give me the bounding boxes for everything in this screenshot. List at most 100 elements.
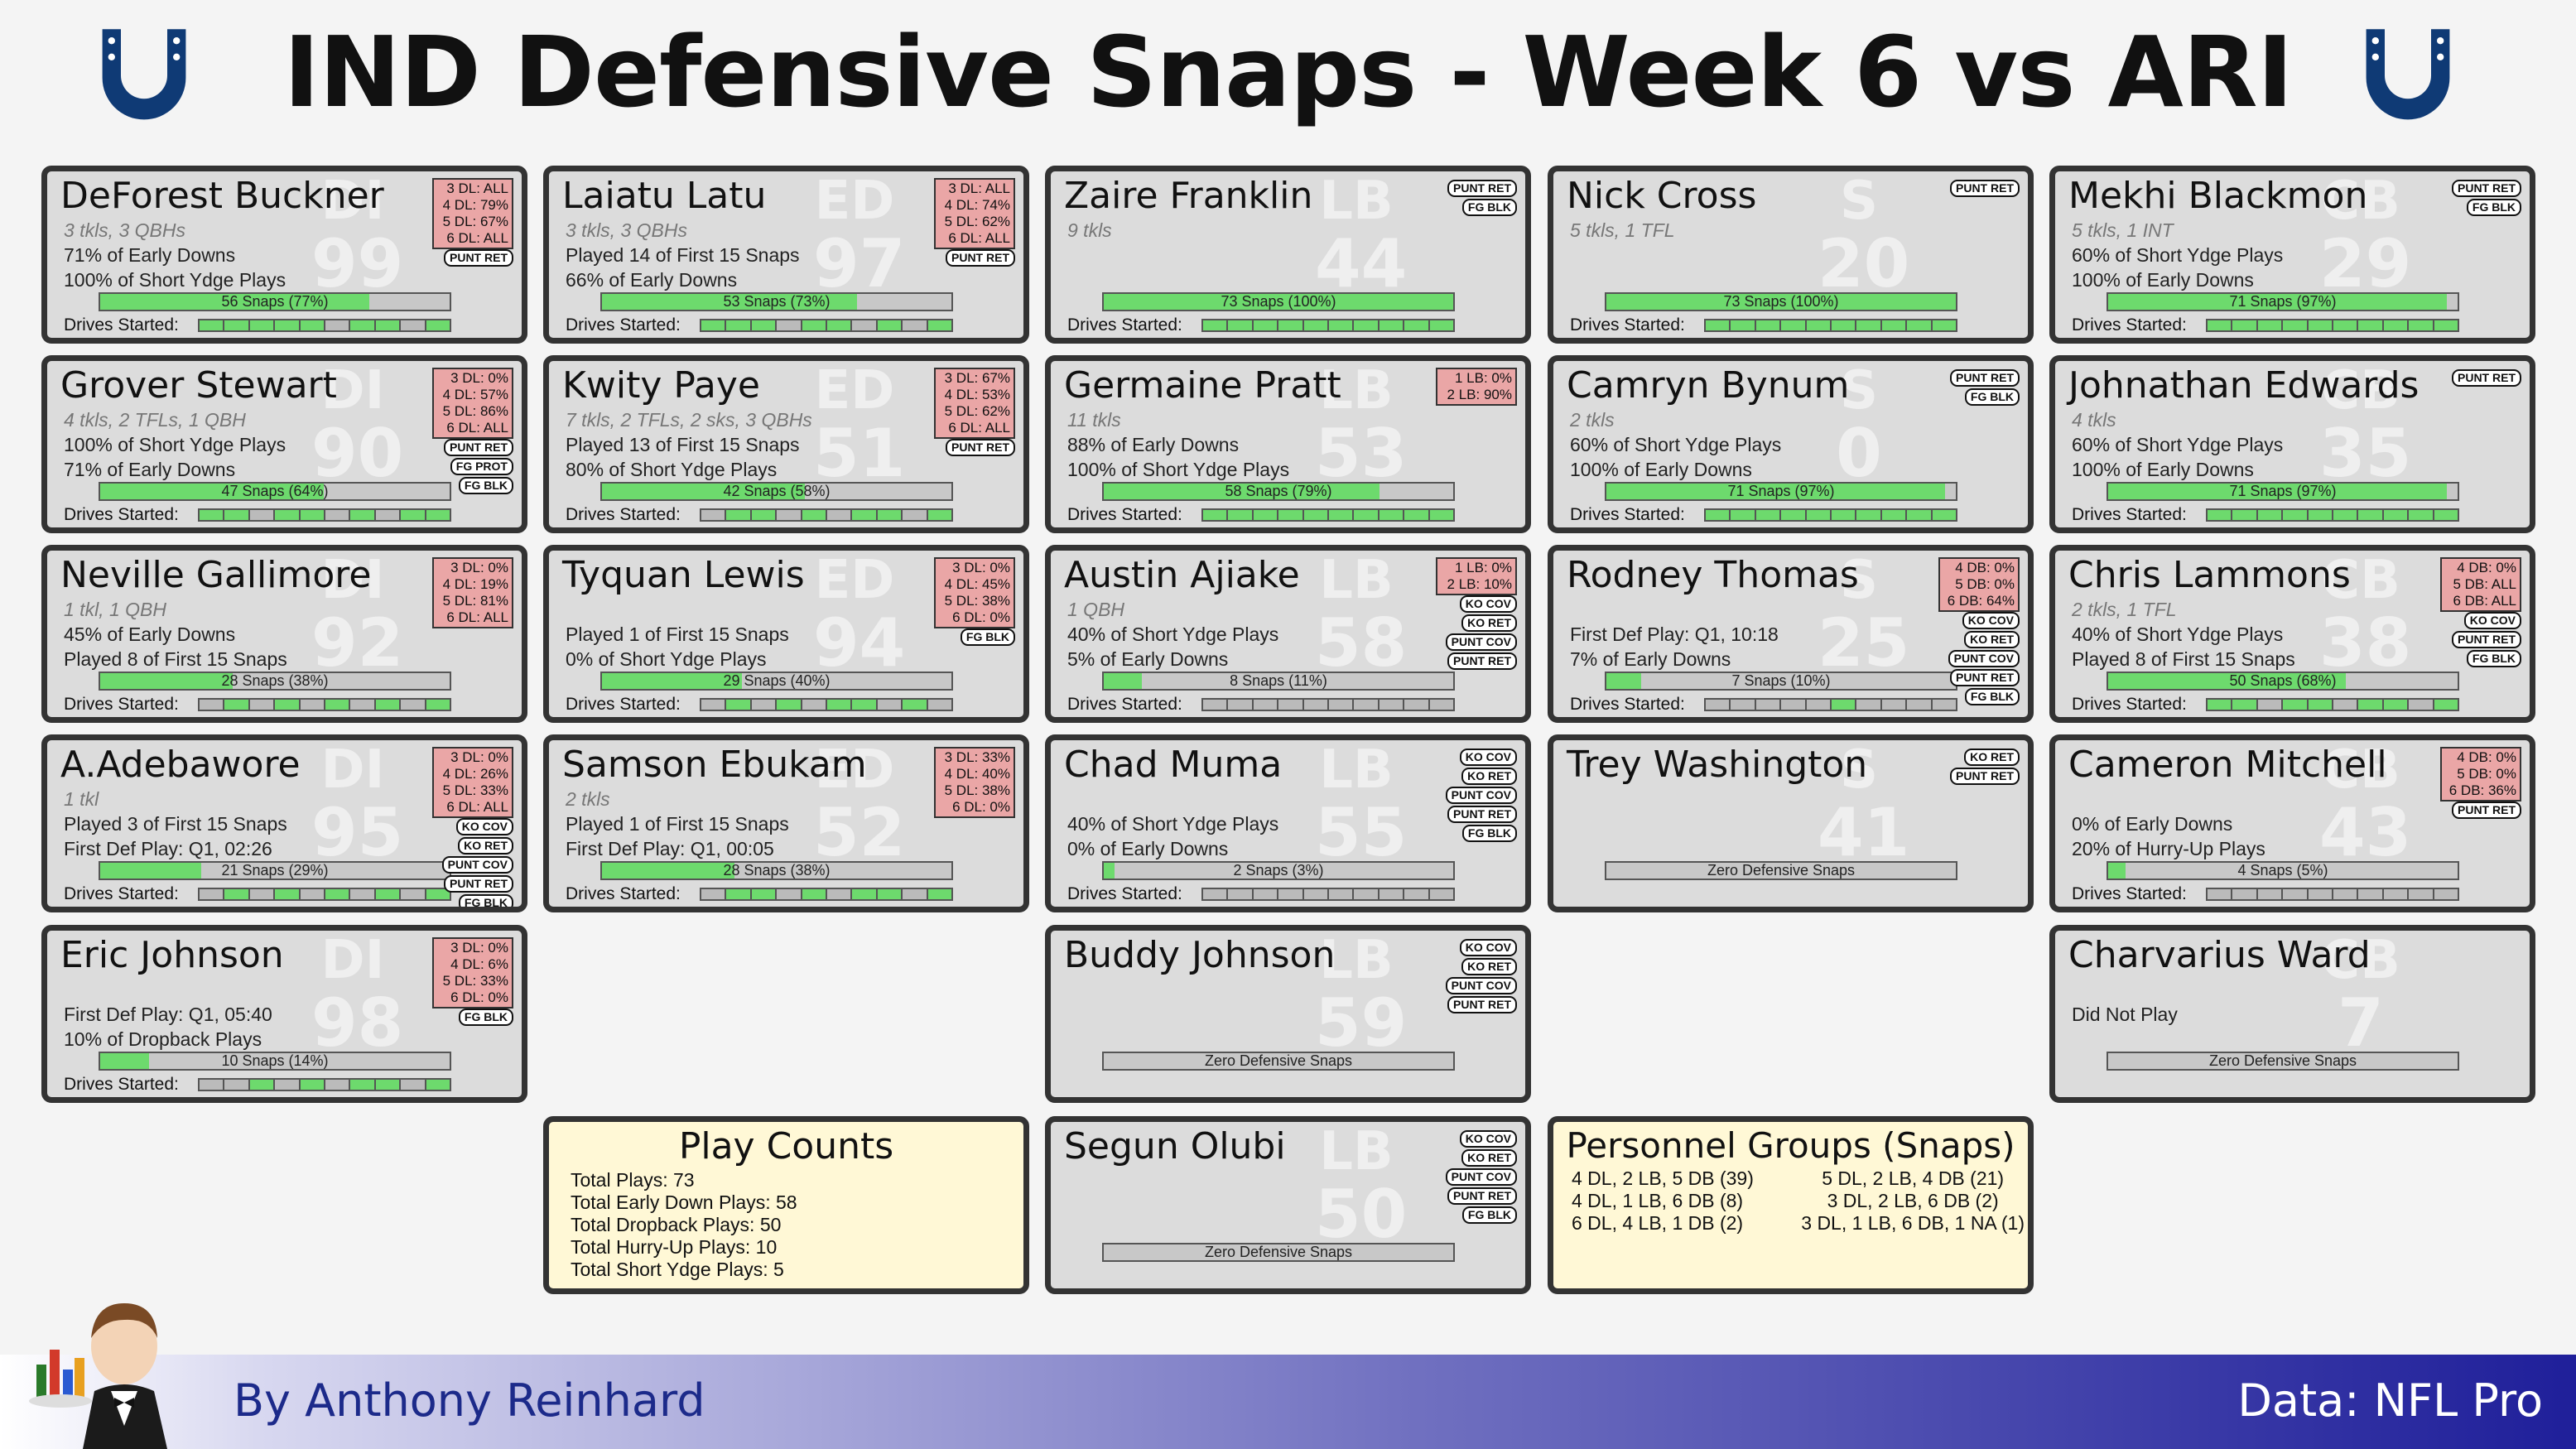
drives-started-bar xyxy=(198,319,451,332)
play-counts-box: Play Counts Total Plays: 73 Total Early … xyxy=(543,1116,1029,1294)
snap-bar: Zero Defensive Snaps xyxy=(2107,1052,2459,1071)
drive-segment xyxy=(375,320,402,330)
drive-segment xyxy=(1228,320,1254,330)
play-count-line: Total Early Down Plays: 58 xyxy=(571,1191,797,1213)
drive-segment xyxy=(1907,510,1933,520)
stat-line: 10% of Dropback Plays xyxy=(64,1028,262,1050)
special-teams-badges: KO COV KO RET PUNT COV PUNT RET FG BLK xyxy=(1948,612,2020,705)
drive-segment xyxy=(426,1080,450,1090)
special-teams-badge: PUNT RET xyxy=(946,249,1015,267)
position-label: CB xyxy=(2321,171,2400,232)
special-teams-badge: PUNT RET xyxy=(444,249,513,267)
drive-segment xyxy=(275,320,301,330)
alignment-line: 4 DL: 79% xyxy=(442,197,508,213)
snap-bar-fill xyxy=(602,484,805,499)
drive-segment xyxy=(1228,889,1254,899)
drive-segment xyxy=(1203,320,1229,330)
snap-bar-label: 50 Snaps (68%) xyxy=(2229,672,2337,689)
drive-segment xyxy=(401,700,426,710)
snap-bar-label: 28 Snaps (38%) xyxy=(221,672,329,689)
drive-segment xyxy=(1907,320,1933,330)
special-teams-badge: PUNT COV xyxy=(1948,650,2020,667)
drive-segment xyxy=(1303,510,1330,520)
alignment-line: 6 DB: 36% xyxy=(2448,782,2516,798)
player-card: ED 97 Laiatu Latu 3 tkls, 3 QBHs Played 14 o… xyxy=(543,166,1029,344)
special-teams-badges: PUNT RET xyxy=(2452,369,2521,387)
drive-segment xyxy=(2283,510,2309,520)
snap-bar-label: 56 Snaps (77%) xyxy=(221,293,329,310)
drive-segment xyxy=(350,700,376,710)
drive-segment xyxy=(1429,320,1454,330)
stat-line: 100% of Short Ydge Plays xyxy=(64,269,286,291)
snap-bar-label: 71 Snaps (97%) xyxy=(1727,483,1835,499)
jersey-number: 50 xyxy=(1315,1176,1408,1253)
drives-started-label: Drives Started: xyxy=(1067,505,1182,524)
alignment-box: 3 DL: 0% 4 DL: 45% 5 DL: 38% 6 DL: 0% xyxy=(934,557,1015,628)
position-label: LB xyxy=(1319,550,1394,611)
drive-segment xyxy=(852,510,878,520)
drives-started-label: Drives Started: xyxy=(1570,315,1685,335)
drive-segment xyxy=(1379,510,1405,520)
snap-bar-label: 8 Snaps (11%) xyxy=(1230,672,1327,689)
alignment-box: 3 DL: 0% 4 DL: 26% 5 DL: 33% 6 DL: ALL xyxy=(432,747,513,818)
special-teams-badge: PUNT RET xyxy=(2452,369,2521,387)
jersey-number: 92 xyxy=(311,604,404,681)
drive-segment xyxy=(1303,320,1330,330)
drive-segment xyxy=(827,700,853,710)
horseshoe-logo-right-icon xyxy=(2366,29,2450,120)
special-teams-badge: PUNT RET xyxy=(444,439,513,456)
drives-started-label: Drives Started: xyxy=(64,1075,179,1094)
drive-segment xyxy=(2358,889,2384,899)
position-watermark: LB 50 xyxy=(1315,1125,1408,1253)
drives-started-bar xyxy=(700,888,953,901)
drive-segment xyxy=(877,700,903,710)
position-watermark: S 20 xyxy=(1818,175,1909,297)
special-teams-badges: PUNT RET xyxy=(2452,802,2521,819)
stat-line: Played 14 of First 15 Snaps xyxy=(566,244,800,266)
player-card: CB 43 Cameron Mitchell 0% of Early Downs 20%… xyxy=(2049,734,2535,912)
alignment-box: 3 DL: ALL 4 DL: 79% 5 DL: 67% 6 DL: ALL xyxy=(432,178,513,249)
special-teams-badge: KO RET xyxy=(1964,631,2020,648)
snap-bar-fill xyxy=(2108,863,2126,879)
special-teams-badges: PUNT RET FG BLK xyxy=(1950,369,2020,406)
stat-line: 100% of Short Ydge Plays xyxy=(1067,459,1290,480)
alignment-line: 3 DL: 0% xyxy=(450,749,508,765)
special-teams-badge: PUNT RET xyxy=(946,439,1015,456)
stat-line: 71% of Early Downs xyxy=(64,459,236,480)
position-label: LB xyxy=(1319,171,1394,232)
jersey-number: 59 xyxy=(1315,984,1408,1061)
stat-line: 45% of Early Downs xyxy=(64,623,236,645)
alignment-line: 4 DL: 40% xyxy=(944,766,1010,782)
drive-segment xyxy=(2257,889,2284,899)
special-teams-badge: KO RET xyxy=(1461,614,1517,632)
drive-segment xyxy=(802,320,828,330)
player-name: Johnathan Edwards xyxy=(2068,364,2420,407)
player-card: ED 51 Kwity Paye 7 tkls, 2 TFLs, 2 sks, 3 Q… xyxy=(543,355,1029,533)
snap-bar-label: 73 Snaps (100%) xyxy=(1221,293,1336,310)
drive-segment xyxy=(2283,700,2309,710)
drive-segment xyxy=(2383,700,2410,710)
drive-segment xyxy=(877,510,903,520)
jersey-number: 29 xyxy=(2319,225,2412,302)
stat-line: 88% of Early Downs xyxy=(1067,434,1240,455)
jersey-number: 35 xyxy=(2319,415,2412,492)
stat-line: Did Not Play xyxy=(2072,1004,2178,1025)
position-watermark: DI 92 xyxy=(311,554,404,681)
drive-segment xyxy=(2409,320,2434,330)
snap-bar-label: Zero Defensive Snaps xyxy=(1204,1244,1353,1260)
snap-bar-fill xyxy=(1104,484,1380,499)
drive-segment xyxy=(701,700,727,710)
snap-bar: 28 Snaps (38%) xyxy=(99,672,451,691)
snap-bar-fill xyxy=(100,673,234,689)
special-teams-badge: PUNT COV xyxy=(441,856,513,874)
drive-segment xyxy=(1856,510,1882,520)
position-label: LB xyxy=(1319,930,1394,991)
special-teams-badge: PUNT RET xyxy=(1447,806,1517,823)
drive-segment xyxy=(375,1080,402,1090)
drive-segment xyxy=(903,889,928,899)
snap-bar-label: Zero Defensive Snaps xyxy=(1707,862,1856,879)
drive-segment xyxy=(275,1080,301,1090)
jersey-number: 0 xyxy=(1836,415,1882,492)
position-watermark: CB 38 xyxy=(2319,554,2411,676)
special-teams-badge: FG BLK xyxy=(960,628,1015,646)
